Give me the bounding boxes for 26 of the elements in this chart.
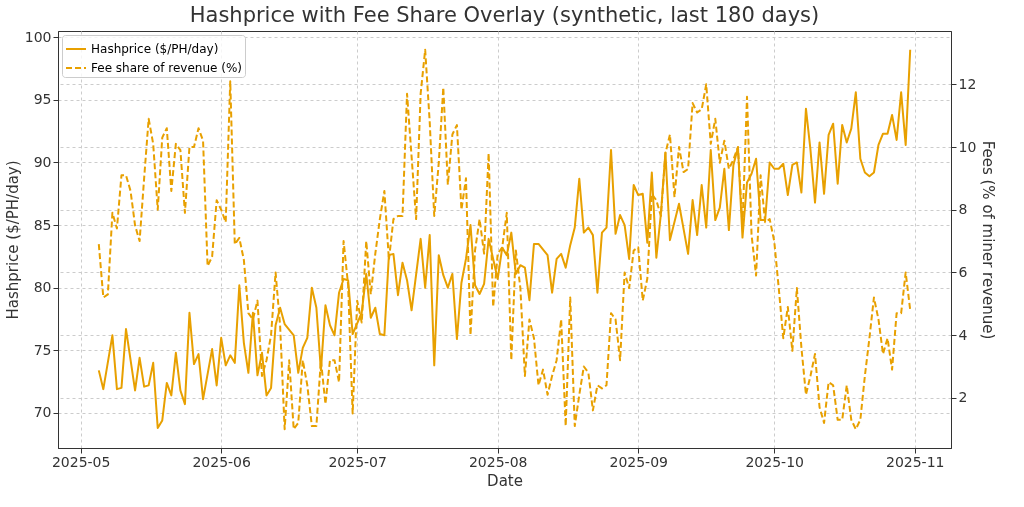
- x-tick-label: 2025-05: [51, 453, 111, 470]
- x-tick-label: 2025-11: [885, 453, 945, 470]
- y-tick-label: 70: [33, 404, 52, 421]
- y2-tick-label: 8: [958, 201, 968, 218]
- y-tick-label: 80: [33, 279, 52, 296]
- y2-tick-label: 4: [958, 326, 968, 343]
- y2-tick-label: 10: [958, 138, 977, 155]
- y2-tick-label: 12: [958, 75, 977, 92]
- chart-title: Hashprice with Fee Share Overlay (synthetic, last 180 days): [189, 3, 820, 28]
- y2-tick-label: 2: [958, 389, 968, 406]
- y-tick-label: 100: [24, 28, 52, 45]
- x-axis-title: Date: [487, 471, 523, 490]
- x-tick-label: 2025-08: [468, 453, 528, 470]
- x-tick-label: 2025-07: [328, 453, 387, 470]
- legend-label: Hashprice ($/PH/day): [91, 42, 219, 56]
- y-tick-label: 75: [33, 341, 52, 358]
- x-tick-label: 2025-06: [192, 453, 252, 470]
- y-tick-label: 95: [33, 91, 52, 108]
- x-tick-label: 2025-09: [609, 453, 668, 470]
- y-axis-title: Hashprice ($/PH/day): [3, 160, 22, 320]
- y-tick-label: 90: [33, 153, 52, 170]
- legend-label: Fee share of revenue (%): [91, 61, 242, 75]
- y2-axis-title: Fees (% of miner revenue): [979, 140, 998, 340]
- x-tick-label: 2025-10: [745, 453, 804, 470]
- y-tick-label: 85: [33, 216, 52, 233]
- y2-tick-label: 6: [958, 263, 968, 280]
